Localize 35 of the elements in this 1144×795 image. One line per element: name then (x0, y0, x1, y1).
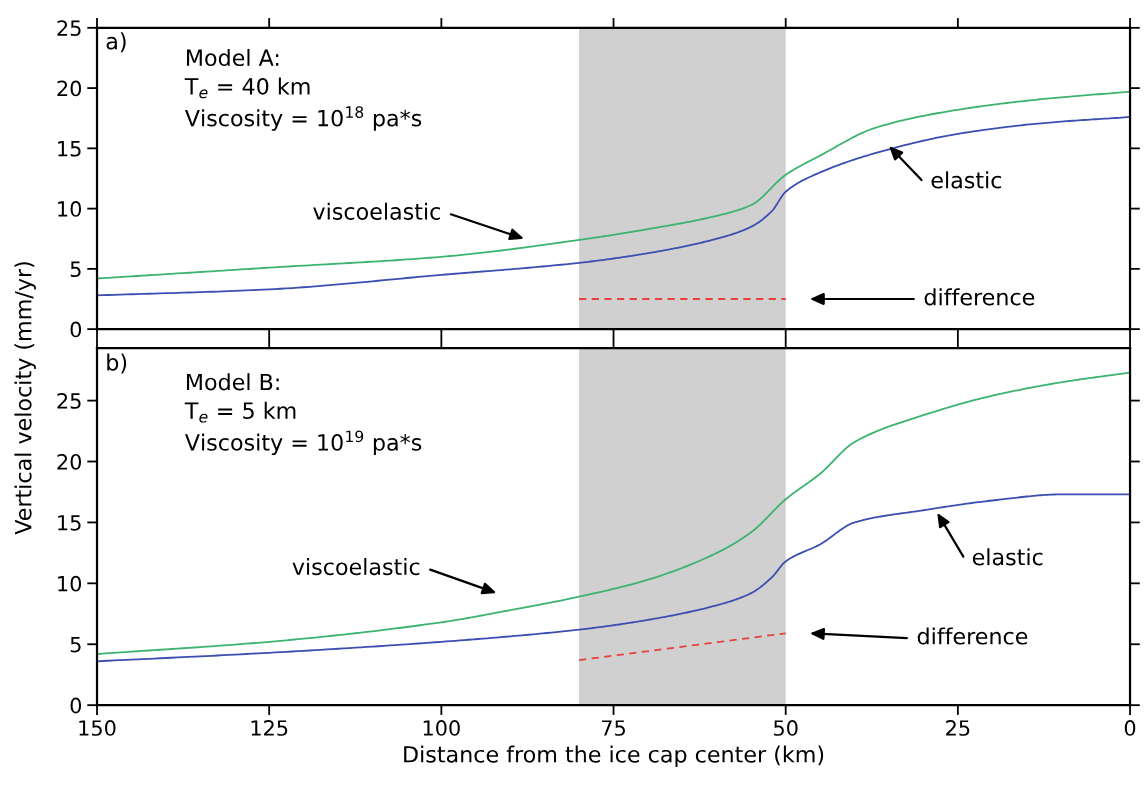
annotation: viscoelastic (313, 202, 440, 220)
x-tick-label: 0 (1124, 720, 1136, 736)
y-tick-label: 15 (58, 141, 81, 157)
annotation: T$_{e}$ = 40 km (184, 77, 310, 99)
annotation: difference (917, 627, 1028, 645)
annotation: elastic (972, 548, 1043, 566)
y-tick-label: 5 (70, 261, 81, 278)
y-tick-label: 10 (58, 575, 82, 592)
annotation: elastic (931, 171, 1002, 189)
annotation: difference (924, 288, 1035, 306)
x-tick-label: 50 (774, 720, 798, 736)
y-tick-label: 20 (57, 80, 82, 97)
y-tick-label: 10 (58, 201, 82, 217)
annotation: Viscosity = 10$^{19}$ pa*s (184, 430, 422, 456)
x-tick-label: 125 (251, 720, 288, 736)
annotation: Model A: (187, 48, 279, 67)
y-tick-label: 25 (57, 393, 81, 409)
x-tick-label: 100 (423, 720, 460, 736)
annotation: b) (107, 353, 127, 374)
x-tick-label: 75 (601, 720, 625, 736)
y-axis-title: Vertical velocity (mm/yr) (14, 262, 36, 535)
y-tick-label: 0 (70, 697, 82, 714)
y-tick-label: 15 (58, 515, 81, 531)
annotation: a) (106, 32, 126, 53)
annotation: Model B: (187, 373, 279, 391)
y-tick-label: 25 (57, 20, 81, 37)
x-tick-label: 150 (79, 720, 116, 736)
annotation: Viscosity = 10$^{18}$ pa*s (184, 106, 422, 131)
x-axis-title: Distance from the ice cap center (km) (404, 745, 824, 767)
x-tick-label: 25 (946, 720, 970, 736)
annotation: T$_{e}$ = 5 km (184, 401, 296, 423)
y-tick-label: 5 (70, 636, 81, 653)
annotation: viscoelastic (292, 557, 420, 576)
y-tick-label: 0 (70, 321, 82, 338)
y-tick-label: 20 (57, 453, 82, 470)
